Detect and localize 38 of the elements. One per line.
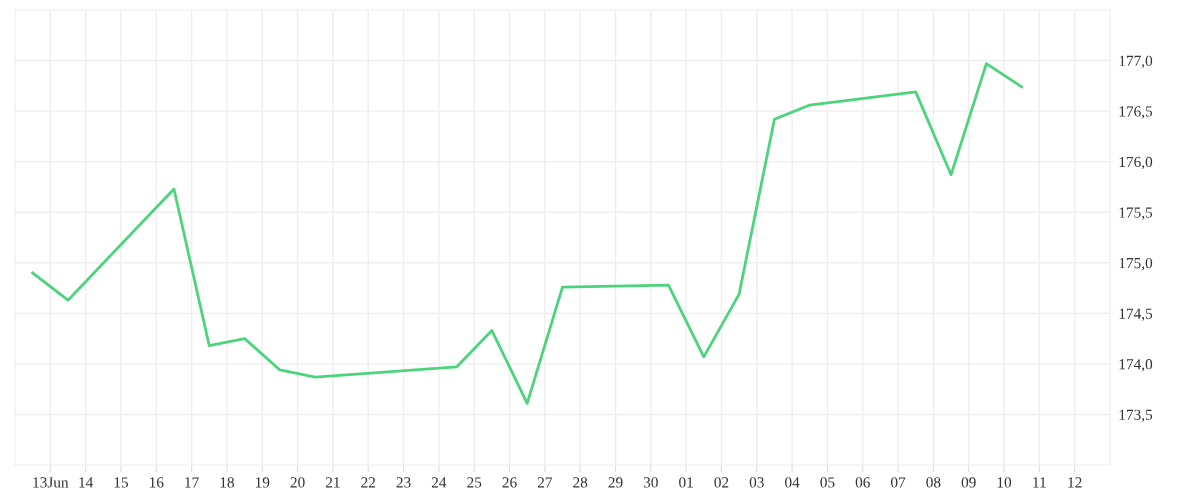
y-tick-label: 174,5 (1119, 308, 1153, 321)
x-tick-label: 27 (537, 477, 553, 488)
x-tick-label: 01 (679, 477, 693, 488)
x-tick-label: 10 (997, 477, 1012, 488)
x-tick-label: 07 (891, 477, 906, 488)
x-tick-label: 30 (643, 477, 658, 488)
x-tick-label: 23 (396, 477, 411, 488)
x-tick-label: 19 (255, 477, 270, 488)
y-tick-label: 173,5 (1119, 409, 1153, 423)
x-tick-label: 16 (150, 477, 164, 488)
y-tick-label: 176,0 (1119, 156, 1153, 170)
x-tick-label: 08 (926, 477, 941, 488)
x-tick-label: 12 (1068, 477, 1082, 488)
x-tick-label: 22 (361, 477, 376, 488)
y-tick-label: 175,0 (1119, 257, 1153, 271)
x-tick-label: 09 (961, 477, 976, 488)
x-tick-label: 03 (749, 477, 764, 488)
x-tick-label: 06 (855, 477, 870, 488)
x-tick-label: 24 (431, 477, 447, 488)
x-tick-label: 18 (220, 477, 234, 488)
x-tick-label: 28 (573, 477, 588, 488)
x-tick-label: 04 (785, 477, 800, 488)
y-tick-label: 175,5 (1119, 207, 1153, 220)
y-tick-label: 177,0 (1119, 55, 1153, 69)
x-tick-label: 11 (1033, 477, 1046, 488)
y-tick-label: 174,0 (1119, 359, 1153, 372)
x-tick-label: 20 (290, 477, 305, 488)
x-tick-label: 14 (79, 477, 94, 488)
x-tick-label: 13Jun (33, 477, 69, 488)
x-tick-label: 15 (114, 477, 129, 488)
x-tick-label: 05 (820, 477, 835, 488)
x-tick-label: 21 (325, 477, 340, 488)
x-tick-label: 26 (502, 477, 517, 488)
x-tick-label: 25 (467, 477, 482, 488)
x-tick-label: 17 (185, 477, 199, 488)
x-tick-label: 29 (608, 477, 623, 488)
y-tick-label: 176,5 (1119, 106, 1153, 119)
x-tick-label: 02 (714, 477, 729, 488)
